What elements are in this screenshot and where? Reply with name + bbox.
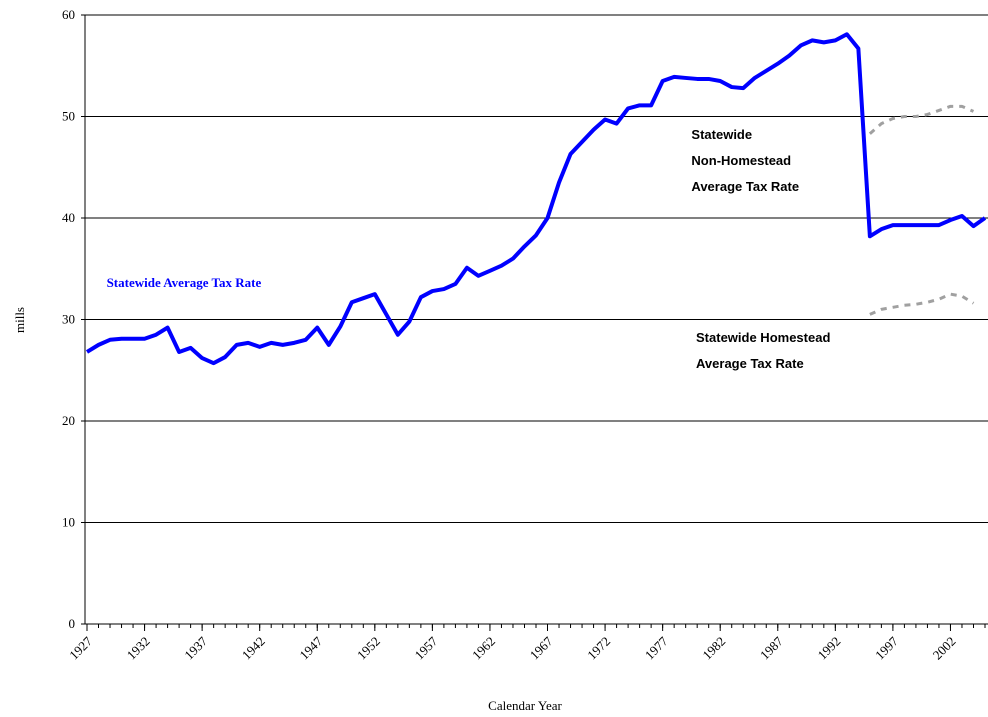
x-tick-label: 1947 — [296, 633, 325, 662]
y-tick-label: 50 — [62, 109, 75, 124]
x-tick-label: 1987 — [757, 633, 786, 662]
x-tick-label: 1952 — [354, 634, 383, 663]
y-tick-label: 60 — [62, 7, 75, 22]
x-tick-label: 1962 — [469, 634, 498, 663]
y-tick-label: 30 — [62, 312, 75, 327]
y-tick-label: 10 — [62, 515, 75, 530]
x-axis-label: Calendar Year — [488, 698, 562, 713]
x-tick-label: 1972 — [584, 634, 613, 663]
x-tick-label: 1957 — [412, 633, 441, 662]
x-tick-label: 1992 — [814, 634, 843, 663]
x-tick-label: 1967 — [527, 633, 556, 662]
annotation: Statewide Average Tax Rate — [107, 275, 262, 290]
x-tick-label: 1997 — [872, 633, 901, 662]
annotation: Statewide Homestead — [696, 330, 830, 345]
annotation: Average Tax Rate — [691, 179, 799, 194]
x-tick-label: 1932 — [124, 634, 153, 663]
y-axis-label: mills — [12, 307, 27, 333]
x-tick-label: 2002 — [930, 634, 959, 663]
annotation: Statewide — [691, 127, 752, 142]
x-tick-label: 1982 — [699, 634, 728, 663]
x-tick-label: 1942 — [239, 634, 268, 663]
series-line — [868, 104, 975, 135]
x-tick-label: 1927 — [66, 633, 95, 662]
x-tick-label: 1977 — [642, 633, 671, 662]
series-line — [85, 32, 987, 366]
y-tick-label: 40 — [62, 210, 75, 225]
y-tick-label: 0 — [69, 616, 76, 631]
y-tick-label: 20 — [62, 413, 75, 428]
x-tick-label: 1937 — [181, 633, 210, 662]
annotation: Non-Homestead — [691, 153, 791, 168]
series-line — [869, 292, 975, 316]
annotation: Average Tax Rate — [696, 356, 804, 371]
